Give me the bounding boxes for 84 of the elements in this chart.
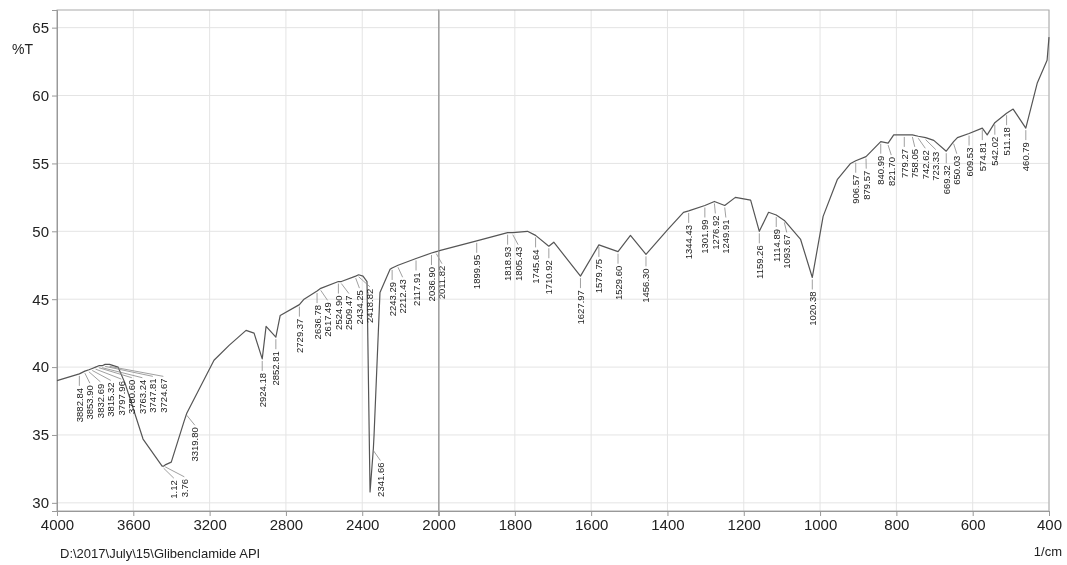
annotation: 1456.30 <box>640 268 652 303</box>
y-tick-label: 40 <box>32 358 49 376</box>
x-tick-label: 2400 <box>346 515 380 533</box>
annotation: 758.05 <box>909 148 921 178</box>
annotation: 1093.67 <box>781 234 793 269</box>
annotation: 2852.81 <box>270 351 282 386</box>
x-tick-label: 1200 <box>727 515 761 533</box>
annotation: 2729.37 <box>293 318 305 353</box>
x-tick-label: 400 <box>1036 515 1063 533</box>
annotation: 1899.95 <box>471 254 483 290</box>
y-axis-title: %T <box>12 40 34 57</box>
x-axis-title: 1/cm <box>1033 544 1062 559</box>
annotation: 840.99 <box>875 155 887 185</box>
annotation: 3815.32 <box>105 382 117 417</box>
annotation: 2617.49 <box>322 302 334 337</box>
annotation: 650.03 <box>951 155 963 185</box>
annotation: 542.02 <box>989 136 1001 166</box>
annotation: 1.12 <box>168 480 180 499</box>
annotation: 1114.89 <box>770 229 782 262</box>
annotation: 1579.75 <box>593 258 605 294</box>
y-tick-label: 45 <box>32 290 49 308</box>
annotation: 1276.92 <box>709 215 721 250</box>
annotation: 1344.43 <box>683 224 695 260</box>
annotation: 2011.82 <box>436 265 448 300</box>
annotation: 1805.43 <box>512 246 524 282</box>
annotation: 3763.24 <box>136 379 148 415</box>
annotation: 511.18 <box>1001 127 1013 156</box>
annotation: 3853.90 <box>84 385 96 420</box>
annotation: 3319.80 <box>189 427 201 462</box>
annotation: 879.57 <box>860 170 872 200</box>
annotation: 669.32 <box>940 165 952 195</box>
annotation: 2036.90 <box>426 267 437 302</box>
annotation: 779.27 <box>898 148 910 178</box>
annotation: 3.76 <box>178 478 190 498</box>
annotation: 3832.69 <box>94 383 106 419</box>
annotation: 574.81 <box>976 142 988 172</box>
annotation: 742.62 <box>919 150 931 180</box>
annotation: 3882.84 <box>73 387 85 423</box>
y-tick-label: 50 <box>32 222 49 240</box>
annotation: 3747.81 <box>147 378 159 413</box>
annotation: 3724.67 <box>157 378 169 413</box>
y-tick-label: 30 <box>32 494 49 512</box>
annotation: 1627.97 <box>574 290 586 325</box>
annotation: 2117.91 <box>410 272 422 307</box>
annotation: 2243.29 <box>386 281 398 317</box>
x-tick-label: 600 <box>960 515 986 533</box>
annotation: 1301.99 <box>699 219 711 254</box>
annotation: 1745.64 <box>530 249 542 284</box>
annotation: 2212.43 <box>397 279 409 314</box>
y-tick-label: 60 <box>32 86 49 104</box>
y-tick-label: 65 <box>32 18 49 36</box>
annotation: 2924.18 <box>256 372 268 408</box>
y-tick-label: 55 <box>32 154 49 172</box>
annotation: 2418.82 <box>364 288 376 324</box>
text: D:\2017\July\15\Glibenclamide API <box>60 546 261 561</box>
y-tick-label: 35 <box>32 426 49 444</box>
annotation: 2524.90 <box>332 295 344 330</box>
annotation: 1159.26 <box>753 245 765 279</box>
annotation: 1529.60 <box>612 265 624 301</box>
annotation: 1020.38 <box>806 291 818 326</box>
annotation: 460.79 <box>1020 142 1032 172</box>
x-tick-label: 3600 <box>117 515 151 533</box>
x-tick-label: 1800 <box>498 515 533 533</box>
annotation: 2509.47 <box>343 295 355 330</box>
x-tick-label: 1600 <box>574 515 609 533</box>
x-tick-label: 800 <box>884 515 910 533</box>
x-tick-label: 1000 <box>803 515 838 533</box>
x-tick-label: 2000 <box>422 515 456 533</box>
annotation: 906.57 <box>850 174 862 204</box>
annotation: 3780.60 <box>126 379 138 415</box>
annotation: 1818.93 <box>502 246 514 282</box>
annotation: 2434.25 <box>353 290 365 325</box>
annotation: 821.70 <box>885 157 897 187</box>
x-tick-label: 3200 <box>193 515 227 533</box>
annotation: 609.53 <box>963 147 975 177</box>
annotation: 3797.96 <box>115 381 127 416</box>
x-tick-label: 2800 <box>269 515 304 533</box>
annotation: 2636.78 <box>311 305 323 340</box>
x-tick-label: 4000 <box>40 515 75 533</box>
annotation: 1249.91 <box>720 219 732 254</box>
x-tick-label: 1400 <box>651 515 685 533</box>
annotation: 723.33 <box>930 151 942 181</box>
annotation: 1710.92 <box>543 260 555 295</box>
annotation: 2341.66 <box>374 462 386 497</box>
